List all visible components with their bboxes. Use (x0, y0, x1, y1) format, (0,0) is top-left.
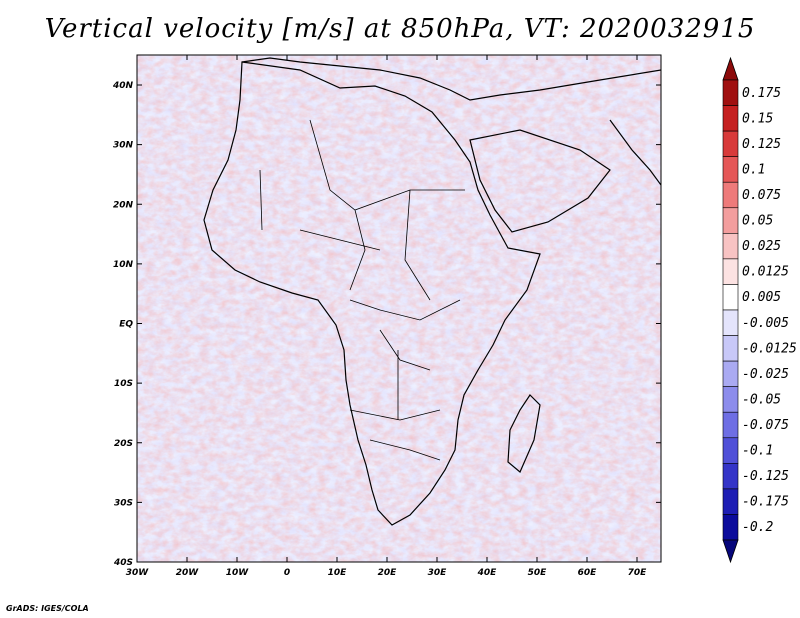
lon-tick-label: 0 (284, 568, 290, 578)
colorbar-label: -0.0125 (742, 341, 797, 356)
colorbar-label: 0.0125 (742, 265, 789, 280)
colorbar-bottom-arrow (722, 539, 739, 564)
colorbar-label: 0.125 (742, 137, 781, 152)
colorbar-top-arrow (722, 56, 739, 81)
colorbar-swatch (722, 437, 739, 464)
lon-tick-label: 10E (328, 568, 348, 578)
axis-ticks: 30W 20W 10W 0 10E 20E 30E 40E 50E 60E 70E 40N 30N 20N… (112, 55, 661, 578)
colorbar-swatch (722, 207, 739, 234)
colorbar-label: 0.1 (742, 162, 765, 177)
lat-tick-label: 30N (113, 141, 134, 151)
colorbar-swatch (722, 156, 739, 183)
chart-title: Vertical velocity [m/s] at 850hPa, VT: 2… (44, 14, 756, 44)
lon-tick-label: 20E (378, 568, 398, 578)
colorbar-swatch (722, 233, 739, 260)
colorbar-swatch (722, 463, 739, 490)
arabia-coastline (469, 129, 611, 233)
colorbar-swatch (722, 79, 739, 106)
colorbar-swatch (722, 284, 739, 311)
credit-label: GrADS: IGES/COLA (6, 604, 89, 613)
colorbar-label: 0.025 (742, 239, 781, 254)
colorbar: 0.175 0.15 0.125 0.1 0.075 0.05 0.025 0.0125 0.0… (722, 56, 797, 564)
lon-tick-label: 30E (428, 568, 448, 578)
lat-tick-label: 40N (112, 81, 134, 91)
colorbar-label: -0.025 (742, 367, 789, 382)
lat-tick-label: 40S (113, 558, 133, 568)
europe-coastline (241, 57, 661, 101)
colorbar-label: -0.05 (742, 392, 781, 407)
colorbar-label: -0.2 (742, 520, 773, 535)
colorbar-label: 0.05 (742, 214, 773, 229)
lat-tick-label: 30S (114, 498, 133, 508)
india-coastline (609, 119, 661, 186)
colorbar-swatch (722, 335, 739, 362)
lon-tick-label: 50E (528, 568, 548, 578)
colorbar-label: -0.175 (742, 495, 789, 510)
colorbar-label: -0.005 (742, 316, 789, 331)
colorbar-swatch (722, 181, 739, 209)
plot-frame (136, 54, 662, 563)
colorbar-swatch (722, 309, 739, 336)
lon-tick-label: 10W (226, 568, 250, 578)
lat-tick-label: 10S (114, 379, 133, 389)
colorbar-label: -0.075 (742, 418, 789, 433)
colorbar-swatch (722, 514, 739, 541)
lon-tick-label: 70E (628, 568, 648, 578)
colorbar-label: 0.15 (742, 111, 773, 126)
colorbar-swatch (722, 386, 739, 413)
colorbar-swatch (722, 488, 739, 515)
lon-tick-label: 40E (477, 568, 498, 578)
lon-tick-label: 60E (578, 568, 598, 578)
colorbar-label: 0.075 (742, 188, 781, 203)
africa-coastline (203, 61, 541, 526)
colorbar-label: -0.125 (742, 469, 789, 484)
colorbar-swatch (722, 105, 739, 132)
colorbar-label: 0.175 (742, 86, 781, 101)
colorbar-swatch (722, 360, 739, 387)
lat-tick-label: 20S (114, 439, 133, 449)
lon-tick-label: 30W (126, 568, 150, 578)
velocity-field (137, 55, 661, 562)
lat-tick-label: EQ (119, 320, 133, 330)
national-borders (259, 119, 465, 461)
colorbar-label: -0.1 (742, 444, 773, 459)
lon-tick-label: 20W (176, 568, 200, 578)
madagascar-coastline (507, 394, 541, 473)
colorbar-swatch (722, 130, 739, 157)
lat-tick-label: 20N (113, 200, 134, 210)
colorbar-swatch (722, 258, 739, 285)
coastlines-and-borders (203, 57, 661, 526)
colorbar-label: 0.005 (742, 290, 781, 305)
colorbar-swatch (722, 411, 739, 439)
lat-tick-label: 10N (113, 260, 134, 270)
